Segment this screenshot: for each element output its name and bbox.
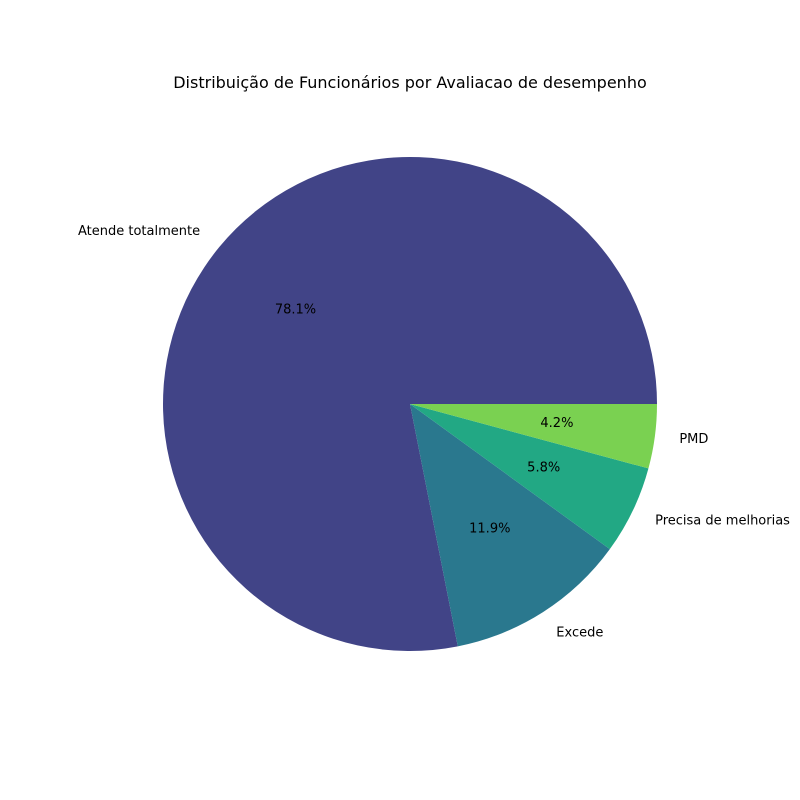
category-label-3: PMD [679,432,708,447]
percent-label-2: 5.8% [527,460,560,475]
category-label-1: Excede [556,625,603,640]
percent-label-0: 78.1% [275,302,316,317]
pie-slice-1 [410,404,610,647]
percent-label-3: 4.2% [540,416,573,431]
pie-slice-3 [410,404,657,469]
percent-label-1: 11.9% [469,521,510,536]
pie-labels: Atende totalmente 78.1% Excede 11.9% Precisa… [78,224,790,640]
pie-slice-2 [410,404,649,550]
chart-title: Distribuição de Funcionários por Avaliac… [173,73,647,92]
pie-slices [163,156,658,651]
category-label-2: Precisa de melhorias [655,514,790,529]
category-label-0: Atende totalmente [78,224,200,239]
